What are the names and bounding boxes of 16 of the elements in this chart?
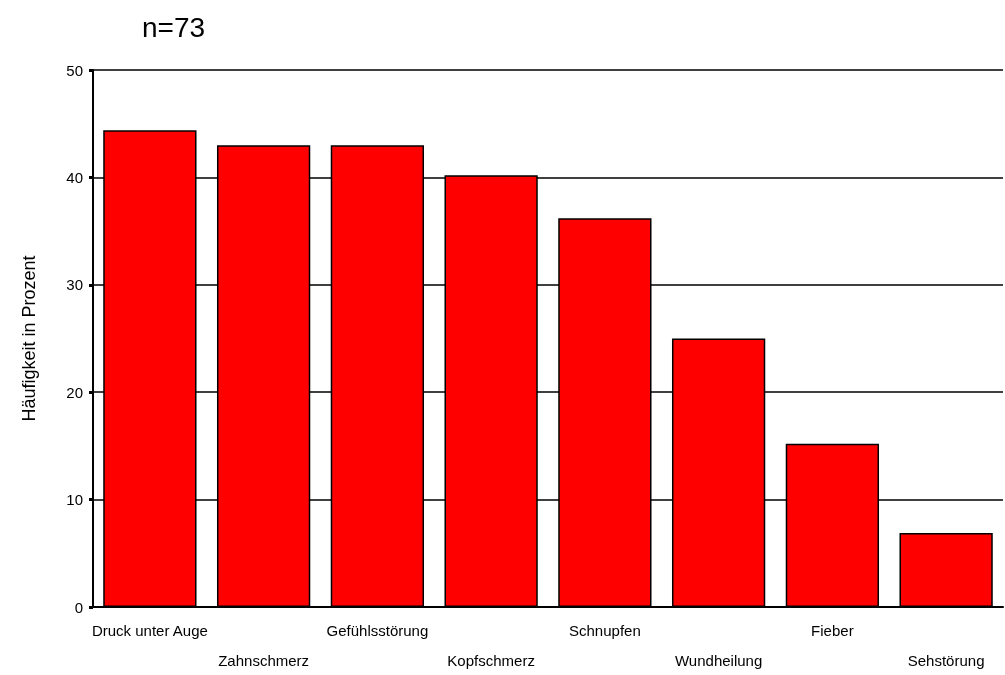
y-tick-label: 0	[74, 598, 83, 616]
y-tick-label: 10	[66, 491, 83, 509]
x-tick-label: Kopfschmerz	[447, 651, 535, 669]
y-tick-label: 20	[66, 383, 83, 401]
x-tick-label: Fieber	[811, 621, 854, 639]
chart-title: n=73	[142, 11, 206, 43]
x-tick-label: Zahnschmerz	[218, 651, 310, 669]
y-axis-title: Häufigkeit in Prozent	[19, 255, 39, 422]
x-tick-label: Schnupfen	[569, 621, 641, 639]
x-tick-label: Gefühlsstörung	[326, 621, 429, 639]
y-tick-label: 50	[66, 61, 83, 79]
y-tick-label: 40	[66, 168, 83, 186]
x-tick-label: Sehstörung	[907, 651, 985, 669]
y-tick-label: 30	[66, 276, 83, 294]
x-tick-label: Druck unter Auge	[91, 621, 208, 639]
x-tick-label: Wundheilung	[674, 651, 763, 669]
